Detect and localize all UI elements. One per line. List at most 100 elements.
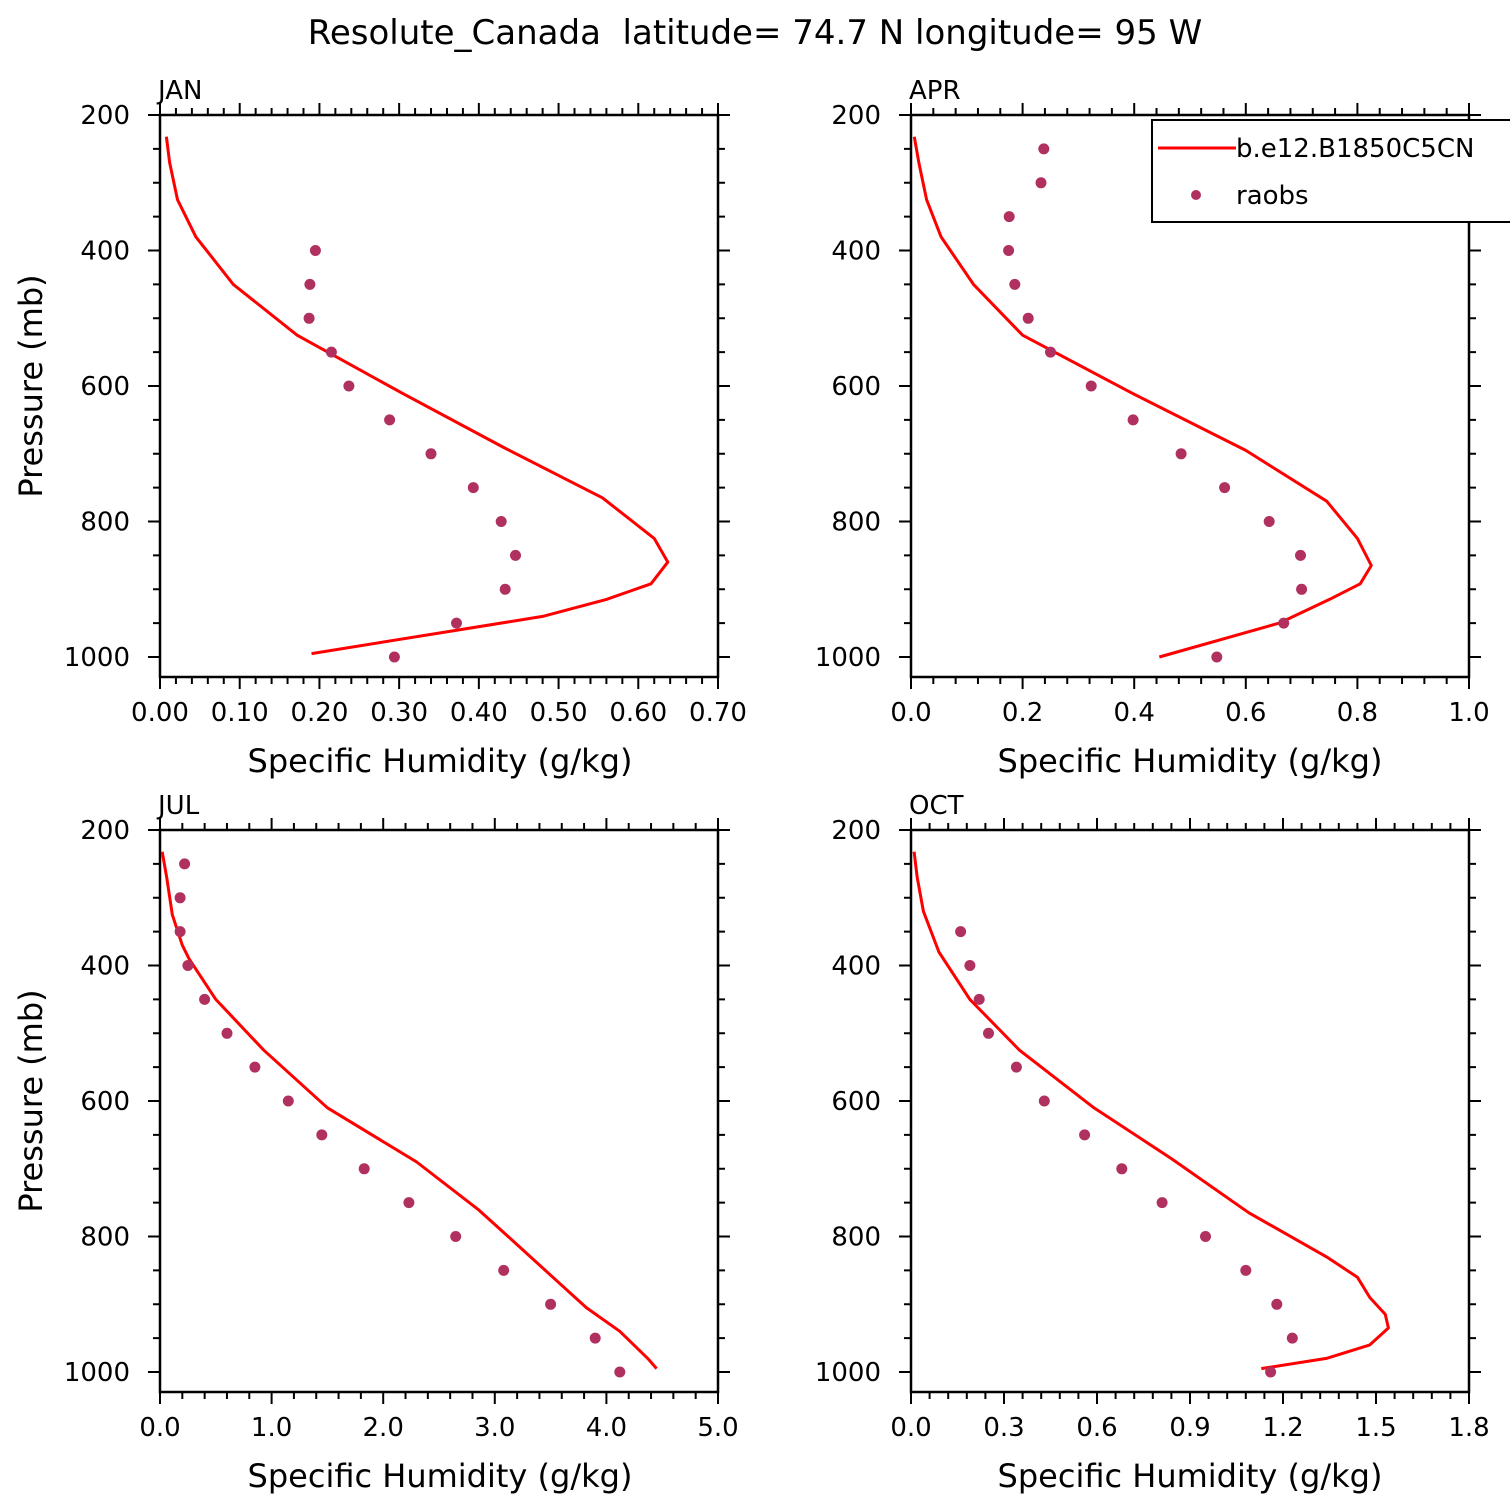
jan-raobs-point	[343, 380, 355, 392]
jan-x-tick-label: 0.40	[450, 698, 508, 728]
panel-jul: JUL 0.0 1.0 2.0 3.0 4.0 5.0 200 400 600 800 1000	[64, 791, 739, 1443]
xlabel-oct: Specific Humidity (g/kg)	[998, 1457, 1383, 1495]
jan-raobs-point	[325, 346, 337, 358]
jul-y-tick-label: 400	[80, 952, 130, 982]
oct-raobs-point	[1265, 1366, 1277, 1378]
apr-raobs-point	[1003, 211, 1015, 223]
apr-raobs-point	[1219, 482, 1231, 494]
jul-raobs-point	[179, 858, 191, 870]
oct-raobs-point	[1038, 1095, 1050, 1107]
apr-y-tick-label: 600	[831, 372, 881, 402]
oct-x-tick-label: 1.5	[1355, 1413, 1396, 1443]
oct-x-tick-label: 0.6	[1076, 1413, 1117, 1443]
jan-x-tick-label: 0.20	[290, 698, 348, 728]
apr-raobs-point	[1211, 651, 1223, 663]
jan-x-tick-label: 0.70	[689, 698, 747, 728]
jan-raobs-point	[451, 617, 462, 629]
jan-y-tick-label: 200	[80, 101, 130, 131]
jul-x-tick-label: 2.0	[363, 1413, 404, 1443]
jan-raobs-point	[309, 245, 321, 256]
oct-y-tick-label: 600	[831, 1087, 881, 1117]
apr-raobs-point	[1038, 143, 1050, 155]
jan-raobs-point	[425, 448, 437, 460]
legend-obs-label: raobs	[1236, 181, 1309, 211]
jan-y-tick-label: 1000	[64, 643, 130, 673]
apr-raobs-point	[1278, 617, 1290, 629]
jul-plot-frame	[158, 828, 720, 1394]
oct-x-tick-label: 0.3	[983, 1413, 1024, 1443]
ylabel-jul: Pressure (mb)	[12, 989, 50, 1212]
apr-y-tick-label: 200	[831, 101, 881, 131]
jan-raobs-point	[388, 651, 400, 663]
oct-raobs-point	[1271, 1298, 1283, 1310]
apr-raobs-point	[1009, 278, 1021, 290]
apr-y-tick-label: 1000	[815, 643, 881, 673]
jul-raobs-point	[614, 1366, 626, 1378]
legend-model-label: b.e12.B1850C5CN	[1236, 134, 1474, 164]
jul-raobs-point	[174, 892, 186, 904]
jul-raobs-point	[498, 1264, 510, 1276]
jul-raobs-point	[221, 1027, 233, 1039]
jan-x-tick-label: 0.00	[131, 698, 189, 728]
oct-raobs-point	[955, 926, 967, 938]
apr-panel-label: APR	[909, 76, 961, 106]
oct-raobs-point	[1286, 1332, 1298, 1344]
ylabel-jan: Pressure (mb)	[12, 274, 50, 497]
legend-box	[1151, 119, 1510, 223]
jul-x-tick-label: 5.0	[697, 1413, 738, 1443]
oct-x-tick-label: 1.8	[1448, 1413, 1489, 1443]
legend: b.e12.B1850C5CN raobs	[1151, 119, 1510, 223]
panel-jan: JAN 0.00 0.10 0.20 0.30 0.40 0.50 0.60 0.70 200 40…	[64, 76, 747, 728]
xlabel-jul: Specific Humidity (g/kg)	[248, 1457, 633, 1495]
jul-x-tick-label: 0.0	[139, 1413, 180, 1443]
jan-raobs-point	[384, 414, 396, 426]
apr-x-tick-label: 0.2	[1002, 698, 1043, 728]
apr-raobs-point	[1175, 448, 1187, 460]
jul-raobs-point	[589, 1332, 601, 1344]
apr-raobs-point	[1085, 380, 1097, 392]
apr-raobs-point	[1127, 414, 1139, 426]
oct-raobs-point	[1240, 1264, 1252, 1276]
apr-raobs-point	[1295, 549, 1306, 561]
apr-raobs-point	[1296, 583, 1308, 595]
oct-y-tick-label: 200	[831, 816, 881, 846]
oct-x-tick-label: 0.9	[1169, 1413, 1210, 1443]
jan-raobs-point	[495, 516, 507, 527]
apr-x-tick-label: 0.8	[1337, 698, 1378, 728]
oct-x-tick-label: 0.0	[890, 1413, 931, 1443]
apr-x-tick-label: 0.0	[890, 698, 931, 728]
jul-raobs-point	[199, 993, 211, 1005]
jan-raobs-point	[303, 312, 315, 324]
jan-panel-label: JAN	[156, 76, 202, 106]
apr-y-tick-label: 400	[831, 237, 881, 267]
jan-y-tick-label: 400	[80, 237, 130, 267]
apr-y-tick-label: 800	[831, 508, 881, 538]
oct-model-line	[912, 851, 1390, 1371]
oct-raobs-point	[1116, 1163, 1128, 1175]
jan-model-line	[164, 136, 670, 656]
oct-raobs-point	[1079, 1129, 1091, 1141]
apr-raobs-point	[1003, 245, 1015, 256]
jan-raobs-point	[510, 549, 521, 561]
oct-raobs-point	[1200, 1231, 1211, 1242]
jul-raobs-point	[282, 1095, 294, 1107]
xlabel-apr: Specific Humidity (g/kg)	[998, 742, 1383, 780]
jul-raobs-point	[358, 1163, 370, 1175]
oct-raobs-point	[964, 960, 976, 971]
apr-x-tick-label: 0.4	[1114, 698, 1155, 728]
jan-raobs-point	[304, 278, 316, 290]
apr-raobs-point	[1035, 177, 1047, 189]
jul-panel-label: JUL	[156, 791, 200, 821]
jul-raobs-point	[174, 926, 186, 938]
jul-x-tick-label: 3.0	[474, 1413, 515, 1443]
apr-x-tick-label: 0.6	[1225, 698, 1266, 728]
oct-y-tick-label: 1000	[815, 1358, 881, 1388]
jul-y-tick-label: 600	[80, 1087, 130, 1117]
jul-y-tick-label: 800	[80, 1223, 130, 1253]
jul-raobs-point	[316, 1129, 328, 1141]
apr-model-line	[912, 136, 1373, 659]
jul-raobs-point	[545, 1298, 557, 1310]
xlabel-jan: Specific Humidity (g/kg)	[248, 742, 633, 780]
